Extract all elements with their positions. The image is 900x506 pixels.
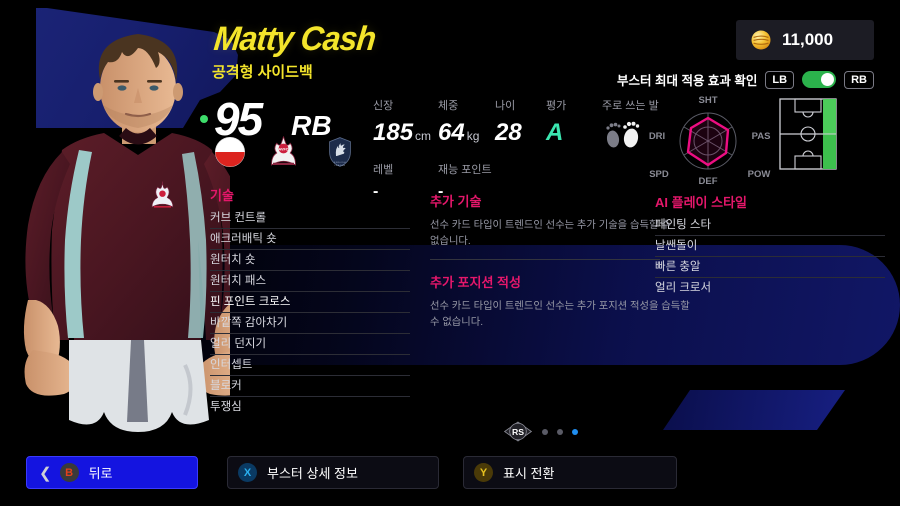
svg-text:RS: RS (512, 427, 524, 437)
svg-text:DEF: DEF (699, 176, 718, 185)
svg-text:POW: POW (748, 169, 771, 180)
svg-text:ENGLISH: ENGLISH (334, 162, 346, 164)
svg-text:SHT: SHT (699, 95, 718, 106)
svg-text:AVFC: AVFC (279, 147, 289, 151)
svg-text:DRI: DRI (649, 131, 665, 142)
svg-text:SPD: SPD (649, 169, 669, 180)
svg-text:PAS: PAS (752, 131, 771, 142)
svg-text:LEAGUE: LEAGUE (335, 164, 346, 167)
